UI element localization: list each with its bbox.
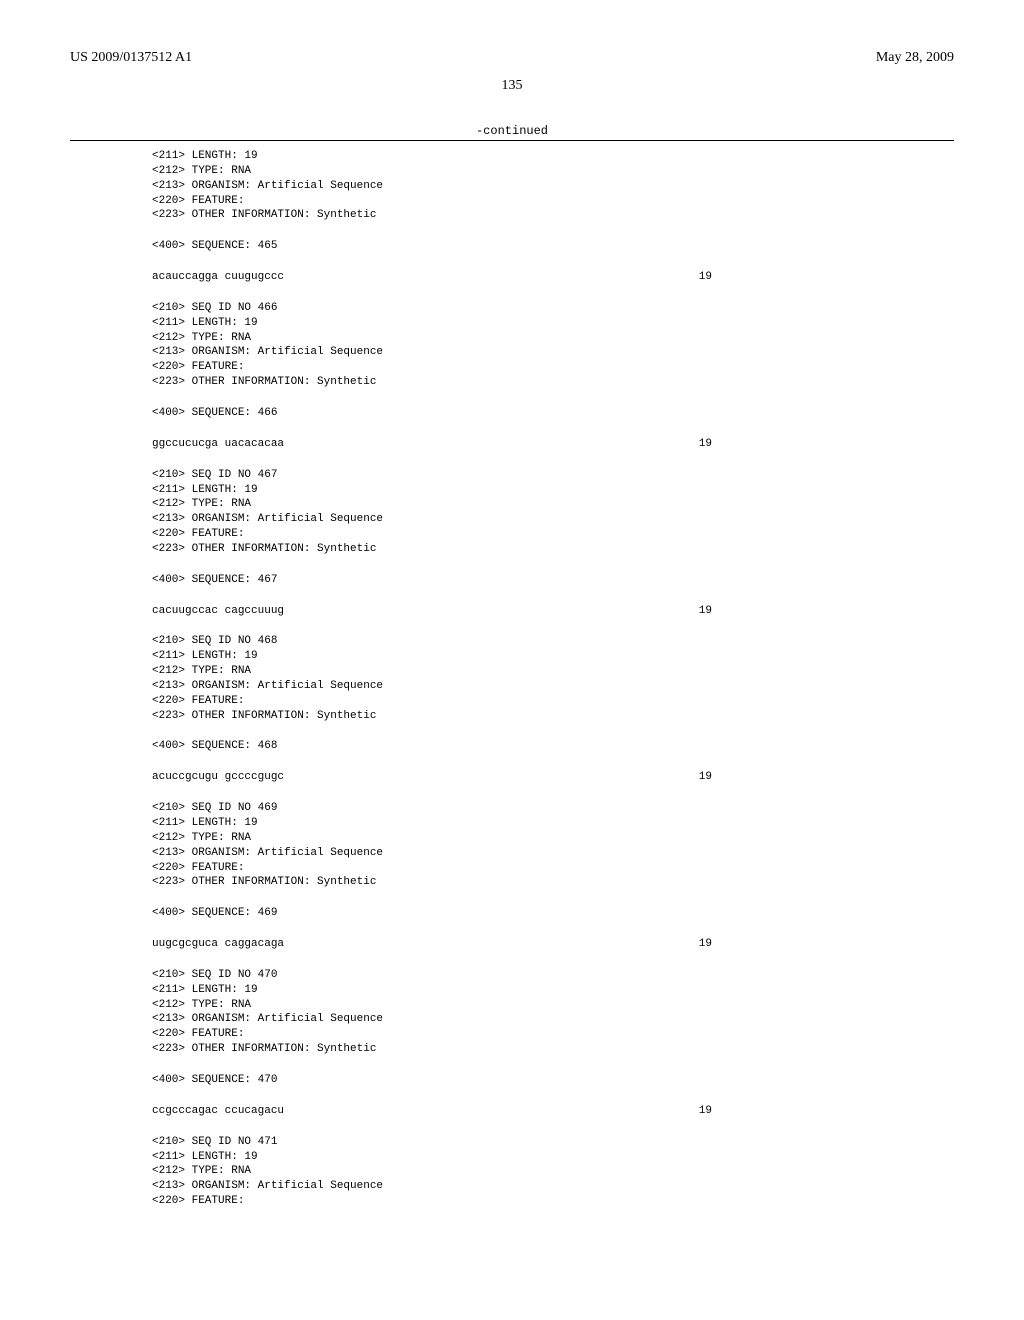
sequence-meta-line: <210> SEQ ID NO 470 [152,968,872,983]
sequence-meta-line: <220> FEATURE: [152,527,872,542]
sequence-length: 19 [699,437,872,452]
sequence-row: acauccagga cuugugccc 19 [152,270,872,285]
continued-section: -continued [70,124,954,141]
sequence-meta-line: <213> ORGANISM: Artificial Sequence [152,846,872,861]
sequence-length: 19 [699,1104,872,1119]
sequence-meta-line: <400> SEQUENCE: 466 [152,406,872,421]
sequence-block: acuccgcugu gccccgugc 19 [152,770,872,785]
sequence-length: 19 [699,604,872,619]
sequence-meta-line: <220> FEATURE: [152,1194,872,1209]
sequence-meta-line: <400> SEQUENCE: 468 [152,739,872,754]
sequence-block: uugcgcguca caggacaga 19 [152,937,872,952]
sequence-meta-line: <220> FEATURE: [152,1027,872,1042]
sequence-meta-line: <400> SEQUENCE: 470 [152,1073,872,1088]
sequence-block: <210> SEQ ID NO 468<211> LENGTH: 19<212>… [152,634,872,723]
page-header: US 2009/0137512 A1 May 28, 2009 [70,50,954,66]
sequence-meta-line: <210> SEQ ID NO 469 [152,801,872,816]
sequence-meta-line: <213> ORGANISM: Artificial Sequence [152,679,872,694]
sequence-row: ggccucucga uacacacaa 19 [152,437,872,452]
sequence-row: uugcgcguca caggacaga 19 [152,937,872,952]
sequence-block: <400> SEQUENCE: 465 [152,239,872,254]
sequence-meta-line: <210> SEQ ID NO 467 [152,468,872,483]
sequence-meta-line: <210> SEQ ID NO 468 [152,634,872,649]
sequence-meta-line: <211> LENGTH: 19 [152,149,872,164]
sequence-row: cacuugccac cagccuuug 19 [152,604,872,619]
sequence-meta-line: <213> ORGANISM: Artificial Sequence [152,179,872,194]
sequence-length: 19 [699,770,872,785]
sequence-meta-line: <213> ORGANISM: Artificial Sequence [152,512,872,527]
sequence-text: acauccagga cuugugccc [152,270,284,285]
sequence-meta-line: <220> FEATURE: [152,360,872,375]
sequence-meta-line: <400> SEQUENCE: 465 [152,239,872,254]
sequence-block: ccgcccagac ccucagacu 19 [152,1104,872,1119]
sequence-meta-line: <211> LENGTH: 19 [152,1150,872,1165]
sequence-meta-line: <212> TYPE: RNA [152,831,872,846]
sequence-listing: <211> LENGTH: 19<212> TYPE: RNA<213> ORG… [70,149,954,1209]
sequence-block: <210> SEQ ID NO 469<211> LENGTH: 19<212>… [152,801,872,890]
sequence-meta-line: <213> ORGANISM: Artificial Sequence [152,1179,872,1194]
sequence-block: <210> SEQ ID NO 466<211> LENGTH: 19<212>… [152,301,872,390]
sequence-block: <210> SEQ ID NO 471<211> LENGTH: 19<212>… [152,1135,872,1209]
sequence-text: uugcgcguca caggacaga [152,937,284,952]
sequence-length: 19 [699,937,872,952]
sequence-meta-line: <211> LENGTH: 19 [152,983,872,998]
sequence-meta-line: <212> TYPE: RNA [152,497,872,512]
sequence-block: <400> SEQUENCE: 467 [152,573,872,588]
sequence-meta-line: <223> OTHER INFORMATION: Synthetic [152,208,872,223]
sequence-meta-line: <400> SEQUENCE: 469 [152,906,872,921]
sequence-meta-line: <211> LENGTH: 19 [152,816,872,831]
continued-label: -continued [70,124,954,140]
sequence-meta-line: <212> TYPE: RNA [152,331,872,346]
sequence-block: cacuugccac cagccuuug 19 [152,604,872,619]
sequence-meta-line: <223> OTHER INFORMATION: Synthetic [152,875,872,890]
sequence-block: <211> LENGTH: 19<212> TYPE: RNA<213> ORG… [152,149,872,223]
publication-number: US 2009/0137512 A1 [70,50,192,66]
sequence-meta-line: <213> ORGANISM: Artificial Sequence [152,1012,872,1027]
sequence-block: <400> SEQUENCE: 468 [152,739,872,754]
sequence-meta-line: <213> ORGANISM: Artificial Sequence [152,345,872,360]
sequence-meta-line: <400> SEQUENCE: 467 [152,573,872,588]
sequence-block: <400> SEQUENCE: 469 [152,906,872,921]
sequence-block: acauccagga cuugugccc 19 [152,270,872,285]
sequence-block: <400> SEQUENCE: 470 [152,1073,872,1088]
sequence-meta-line: <211> LENGTH: 19 [152,649,872,664]
sequence-block: <210> SEQ ID NO 467<211> LENGTH: 19<212>… [152,468,872,557]
divider-line [70,140,954,141]
sequence-meta-line: <212> TYPE: RNA [152,664,872,679]
sequence-block: <210> SEQ ID NO 470<211> LENGTH: 19<212>… [152,968,872,1057]
sequence-meta-line: <212> TYPE: RNA [152,1164,872,1179]
sequence-text: cacuugccac cagccuuug [152,604,284,619]
sequence-meta-line: <210> SEQ ID NO 466 [152,301,872,316]
page-container: US 2009/0137512 A1 May 28, 2009 135 -con… [0,0,1024,1265]
page-number: 135 [70,78,954,94]
sequence-meta-line: <223> OTHER INFORMATION: Synthetic [152,1042,872,1057]
sequence-meta-line: <210> SEQ ID NO 471 [152,1135,872,1150]
sequence-meta-line: <212> TYPE: RNA [152,164,872,179]
sequence-meta-line: <223> OTHER INFORMATION: Synthetic [152,375,872,390]
sequence-meta-line: <212> TYPE: RNA [152,998,872,1013]
sequence-meta-line: <220> FEATURE: [152,694,872,709]
sequence-meta-line: <211> LENGTH: 19 [152,483,872,498]
sequence-meta-line: <223> OTHER INFORMATION: Synthetic [152,709,872,724]
sequence-text: acuccgcugu gccccgugc [152,770,284,785]
sequence-meta-line: <220> FEATURE: [152,194,872,209]
sequence-text: ccgcccagac ccucagacu [152,1104,284,1119]
sequence-block: <400> SEQUENCE: 466 [152,406,872,421]
publication-date: May 28, 2009 [876,50,954,66]
sequence-block: ggccucucga uacacacaa 19 [152,437,872,452]
sequence-text: ggccucucga uacacacaa [152,437,284,452]
sequence-meta-line: <223> OTHER INFORMATION: Synthetic [152,542,872,557]
sequence-length: 19 [699,270,872,285]
sequence-meta-line: <211> LENGTH: 19 [152,316,872,331]
sequence-row: ccgcccagac ccucagacu 19 [152,1104,872,1119]
sequence-row: acuccgcugu gccccgugc 19 [152,770,872,785]
sequence-meta-line: <220> FEATURE: [152,861,872,876]
